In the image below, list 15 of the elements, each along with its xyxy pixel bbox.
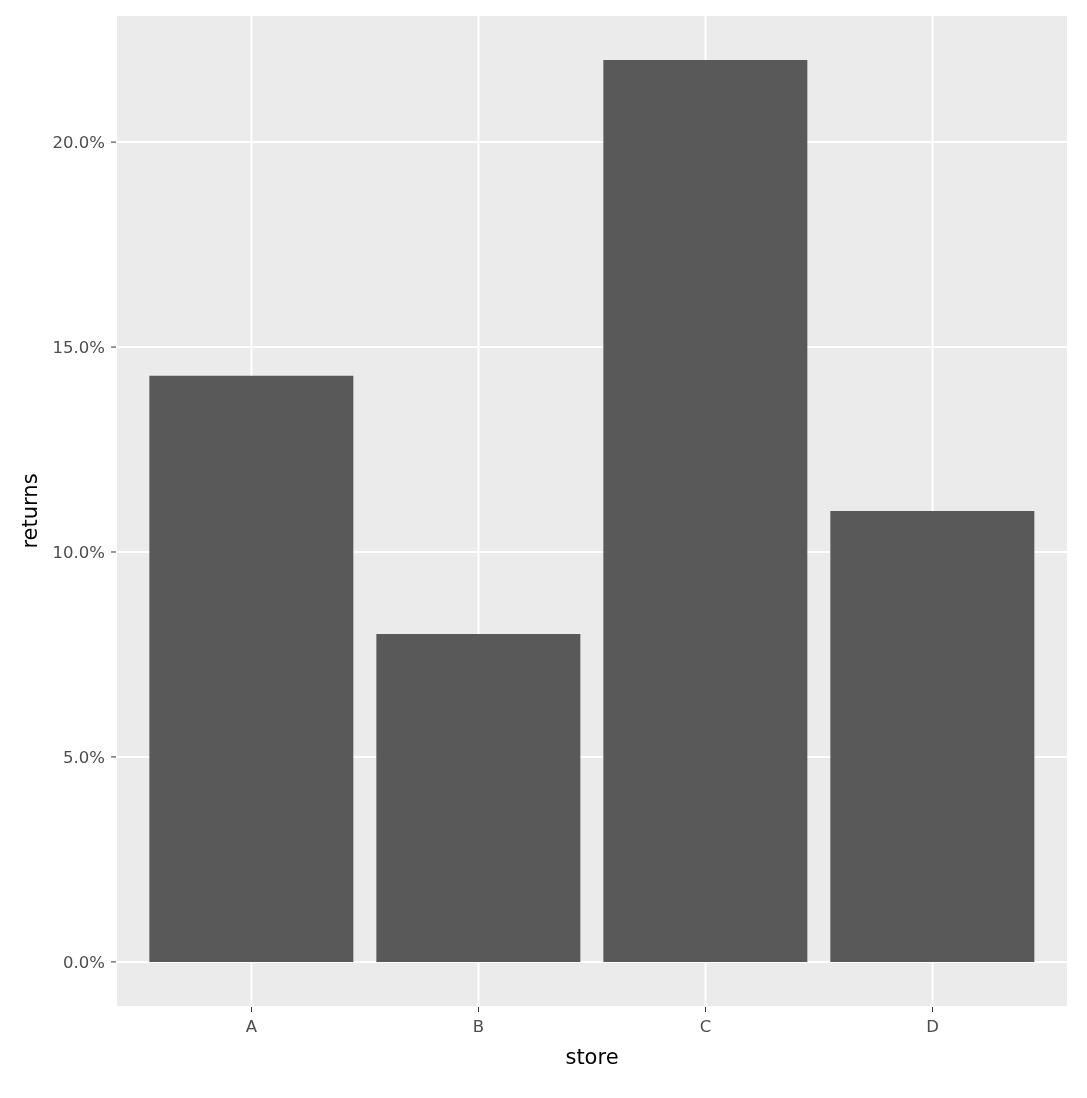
- bar: [149, 375, 354, 962]
- y-tick-label: 0.0%: [63, 952, 105, 972]
- bar: [376, 633, 581, 962]
- x-axis-title: store: [565, 1045, 619, 1069]
- x-tick-label: A: [245, 1016, 258, 1036]
- y-tick-label: 15.0%: [52, 337, 105, 357]
- y-tick-label: 5.0%: [63, 747, 105, 767]
- bar: [603, 60, 808, 962]
- bar: [830, 511, 1035, 962]
- y-tick-label: 10.0%: [52, 542, 105, 562]
- x-tick-label: D: [926, 1016, 939, 1036]
- y-axis-title: returns: [18, 473, 42, 549]
- x-tick-label: B: [472, 1016, 485, 1036]
- x-tick-label: C: [699, 1016, 712, 1036]
- y-tick-label: 20.0%: [52, 132, 105, 152]
